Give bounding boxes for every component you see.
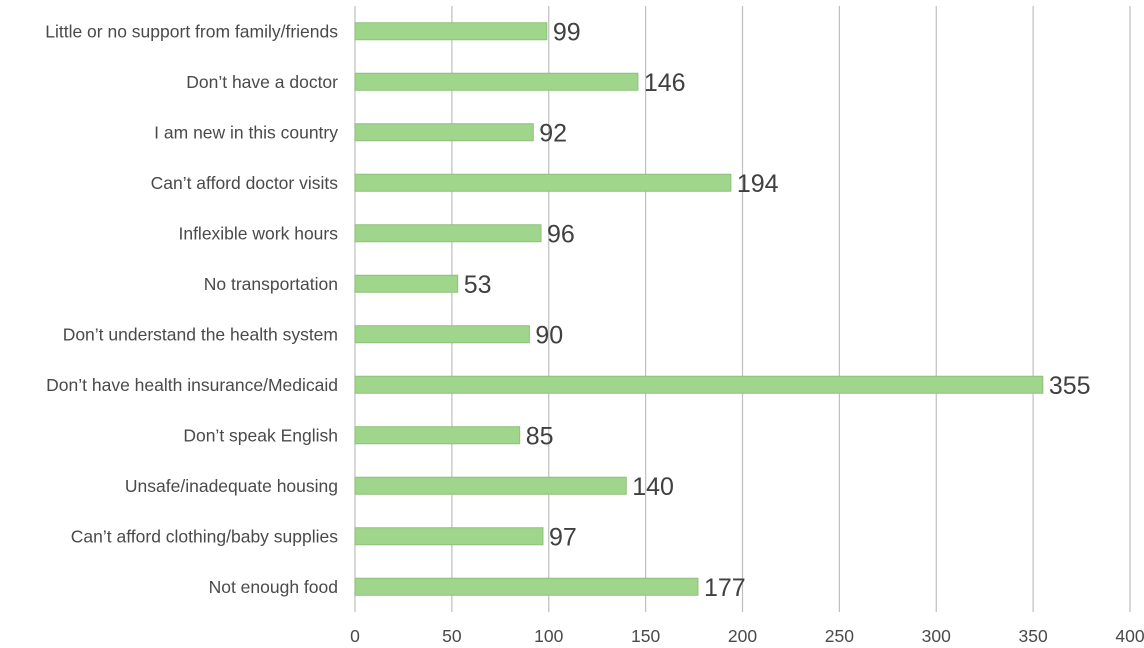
category-label: Don’t have health insurance/Medicaid [46, 375, 338, 395]
x-tick-label: 350 [1019, 626, 1048, 646]
bar [354, 224, 542, 243]
value-label: 90 [535, 321, 563, 349]
x-tick-label: 150 [631, 626, 660, 646]
value-label: 97 [549, 523, 577, 551]
value-label: 140 [632, 473, 674, 501]
x-tick-label: 400 [1115, 626, 1144, 646]
category-label: I am new in this country [154, 122, 338, 142]
bar [354, 72, 639, 91]
bar [354, 274, 459, 293]
bar [354, 22, 548, 41]
value-label: 194 [737, 170, 779, 198]
bar [354, 527, 544, 546]
category-label: No transportation [204, 274, 338, 294]
value-label: 355 [1049, 372, 1091, 400]
x-tick-label: 300 [922, 626, 951, 646]
grid-layer [354, 6, 1131, 612]
value-label: 177 [704, 574, 746, 602]
x-tick-label: 100 [534, 626, 563, 646]
category-label: Don’t speak English [183, 425, 338, 445]
category-label: Can’t afford doctor visits [151, 173, 339, 193]
category-label: Don’t have a doctor [186, 72, 338, 92]
category-label: Not enough food [209, 577, 338, 597]
bar [354, 123, 534, 142]
value-label: 96 [547, 220, 575, 248]
category-label: Inflexible work hours [178, 223, 338, 243]
x-tick-label: 250 [825, 626, 854, 646]
bar [354, 173, 732, 192]
bar [354, 325, 530, 344]
bar [354, 426, 521, 445]
value-label: 146 [644, 69, 686, 97]
bar [354, 577, 699, 596]
x-tick-label: 200 [728, 626, 757, 646]
bar [354, 375, 1044, 394]
bar-layer [354, 22, 1044, 596]
value-label: 53 [464, 271, 492, 299]
category-label: Can’t afford clothing/baby supplies [71, 526, 338, 546]
x-tick-label: 50 [442, 626, 462, 646]
tick-layer: 0 50 100 150 200 250 300 350 400 [350, 626, 1144, 646]
label-layer: Little or no support from family/friends… [45, 18, 1090, 602]
category-label: Don’t understand the health system [63, 324, 338, 344]
value-label: 92 [539, 119, 567, 147]
category-label: Little or no support from family/friends [45, 21, 338, 41]
value-label: 85 [526, 422, 554, 450]
bar [354, 476, 627, 495]
value-label: 99 [553, 18, 581, 46]
category-label: Unsafe/inadequate housing [125, 476, 338, 496]
x-tick-label: 0 [350, 626, 360, 646]
